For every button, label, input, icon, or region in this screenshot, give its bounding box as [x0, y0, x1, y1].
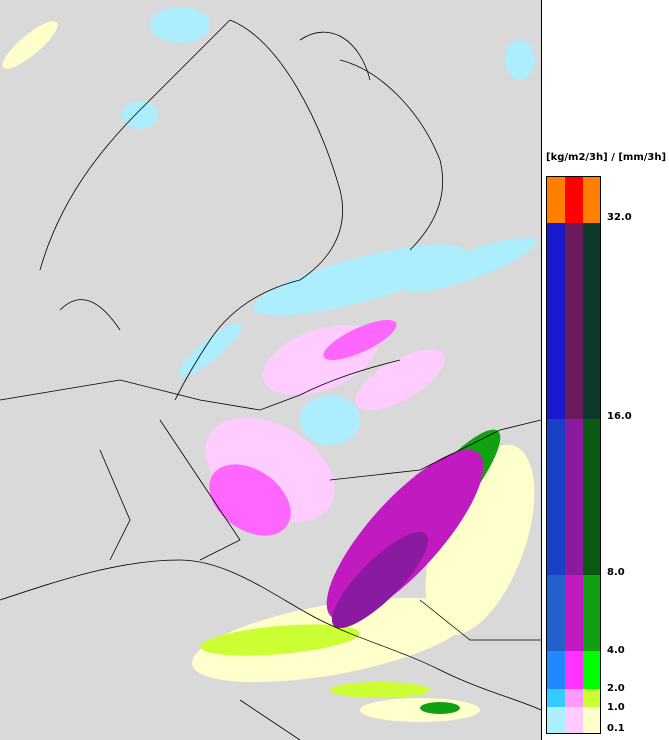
legend-tick-label: 1.0 — [607, 702, 625, 713]
legend-swatch — [583, 575, 600, 651]
legend-swatch — [583, 419, 600, 575]
legend-tick-label: 32.0 — [607, 212, 632, 223]
precip-mixed-magenta — [209, 319, 397, 536]
coastlines — [0, 19, 541, 740]
legend-swatch — [547, 651, 565, 689]
legend-tick-label: 16.0 — [607, 411, 632, 422]
precip-green — [200, 624, 430, 698]
legend-tick-label: 0.1 — [607, 723, 625, 734]
legend-tick-label: 4.0 — [607, 645, 625, 656]
legend-tick-label: 2.0 — [607, 683, 625, 694]
legend-swatch — [565, 419, 583, 575]
legend-swatch — [547, 575, 565, 651]
legend-swatch — [565, 651, 583, 689]
legend-swatch — [565, 575, 583, 651]
legend-swatch — [565, 223, 583, 419]
legend-swatch — [547, 177, 565, 223]
legend-swatch — [583, 689, 600, 707]
legend-swatch — [565, 177, 583, 223]
legend-swatch — [583, 177, 600, 223]
legend-swatch — [547, 707, 565, 733]
legend-swatch — [583, 223, 600, 419]
legend-swatch — [547, 689, 565, 707]
legend-swatch — [583, 651, 600, 689]
legend-tick-label: 8.0 — [607, 567, 625, 578]
legend-swatch — [547, 419, 565, 575]
legend-swatch — [565, 707, 583, 733]
legend-swatch — [547, 223, 565, 419]
legend-swatch — [583, 707, 600, 733]
legend-colorbar — [546, 176, 601, 734]
precip-magenta-core — [326, 449, 484, 629]
legend-swatch — [565, 689, 583, 707]
precipitation-map — [0, 0, 542, 740]
precip-light-cyan — [122, 7, 536, 445]
legend-title: [kg/m2/3h] / [mm/3h] — [546, 152, 667, 163]
